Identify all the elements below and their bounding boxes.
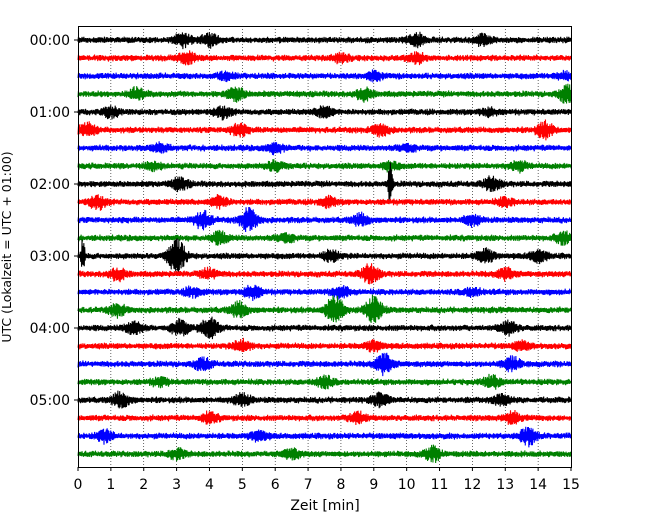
trace-0530	[77, 426, 572, 448]
y-axis-ticks: 00:00 01:00 02:00 03:00 04:00 05:00	[30, 33, 78, 409]
trace-0245	[77, 229, 572, 246]
y-tick-label-2: 02:00	[30, 177, 70, 193]
trace-0545	[77, 444, 572, 464]
trace-0015	[77, 50, 572, 66]
trace-0315	[77, 263, 572, 285]
x-axis-title: Zeit [min]	[290, 498, 359, 514]
trace-0445	[77, 373, 572, 390]
trace-0515	[77, 409, 572, 426]
x-tick-label-8: 8	[336, 477, 345, 493]
trace-0045	[77, 83, 572, 104]
trace-0030	[77, 69, 572, 83]
x-tick-label-6: 6	[271, 477, 280, 493]
x-tick-label-11: 11	[431, 477, 449, 493]
y-tick-label-3: 03:00	[30, 249, 70, 265]
x-tick-label-4: 4	[205, 477, 214, 493]
trace-0330	[77, 284, 572, 302]
seismogram-traces	[77, 31, 572, 464]
x-tick-label-14: 14	[529, 477, 547, 493]
trace-0430	[77, 352, 572, 377]
trace-0130	[77, 141, 572, 156]
x-tick-label-10: 10	[398, 477, 416, 493]
x-tick-label-15: 15	[562, 477, 580, 493]
plot-frame	[78, 26, 572, 468]
trace-0415	[77, 337, 572, 353]
trace-0100	[77, 105, 572, 121]
trace-0500	[77, 390, 572, 409]
x-tick-label-5: 5	[238, 477, 247, 493]
x-tick-label-0: 0	[74, 477, 83, 493]
x-tick-label-2: 2	[139, 477, 148, 493]
y-tick-label-4: 04:00	[30, 321, 70, 337]
x-tick-label-9: 9	[369, 477, 378, 493]
trace-0115	[77, 119, 572, 141]
trace-0200	[77, 162, 572, 202]
x-tick-label-13: 13	[496, 477, 514, 493]
y-axis-title: UTC (Lokalzeit = UTC + 01:00)	[0, 151, 14, 342]
trace-0400	[77, 316, 572, 340]
x-tick-label-1: 1	[106, 477, 115, 493]
x-tick-label-3: 3	[172, 477, 181, 493]
x-axis-ticks: 0 1 2 3 4 5 6 7 8 9 10 11 12 13 14 15	[74, 467, 580, 493]
trace-0215	[77, 194, 572, 211]
trace-0300	[77, 238, 572, 274]
trace-0230	[77, 206, 572, 232]
y-tick-label-5: 05:00	[30, 393, 70, 409]
trace-0000	[77, 31, 572, 50]
trace-0345	[77, 294, 572, 323]
y-tick-label-1: 01:00	[30, 105, 70, 121]
x-tick-label-7: 7	[304, 477, 313, 493]
x-tick-label-12: 12	[463, 477, 481, 493]
trace-0145	[77, 159, 572, 174]
y-tick-label-0: 00:00	[30, 33, 70, 49]
